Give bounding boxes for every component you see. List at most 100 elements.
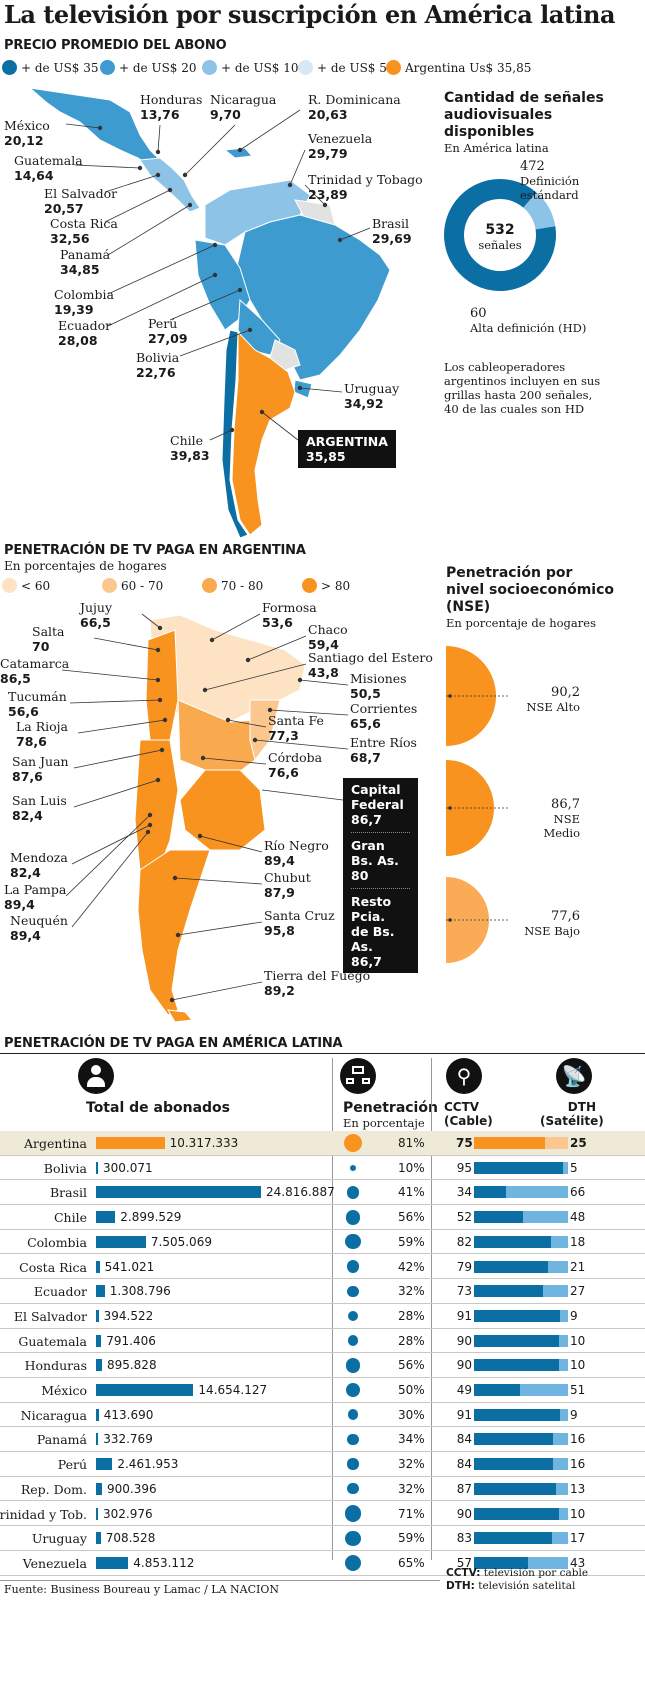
peru-ecuador-shape (194, 239, 251, 331)
pen-circle (347, 1433, 359, 1446)
leader-line (239, 109, 301, 151)
table-row: Panamá 332.769 34% 84 16 (0, 1427, 645, 1453)
dth-bar (559, 1309, 568, 1322)
map1-country-label: Ecuador 28,08 (58, 318, 112, 348)
signals-note: Los cableoperadores argentinos incluyen … (444, 360, 601, 416)
leader-dot (169, 997, 175, 1003)
map1-heading: PRECIO PROMEDIO DEL ABONO (4, 38, 227, 53)
leader-dot (252, 737, 258, 743)
subs-bar (96, 1556, 129, 1569)
leader-line (211, 613, 261, 641)
map2-province-label: Chaco 59,4 (308, 622, 348, 652)
dth-value: 10 (570, 1506, 586, 1521)
map1-country-label: Bolivia 22,76 (136, 350, 180, 380)
table-row: Trinidad y Tob. 302.976 71% 90 10 (0, 1502, 645, 1527)
leader-dot (97, 125, 103, 131)
col-dth-header: DTH (Satélite) (540, 1100, 604, 1128)
leader-dot (167, 187, 173, 193)
map1-country-label: El Salvador 20,57 (44, 186, 118, 216)
country-name: Colombia (27, 1234, 87, 1250)
pen-value: 56% (398, 1358, 425, 1373)
col-pen-sub: En porcentaje (343, 1116, 425, 1130)
map2-province-label: Córdoba 76,6 (268, 750, 323, 780)
legend-item: 60 - 70 (102, 578, 163, 593)
leader-dot (159, 747, 165, 753)
pen-value: 59% (398, 1234, 425, 1249)
pen-circle (349, 1164, 357, 1171)
leader-dot (247, 327, 253, 333)
leader-dot (209, 637, 215, 643)
leader-dot (237, 147, 243, 153)
map2-province-label: Jujuy 66,5 (80, 600, 113, 630)
legend-item: + de US$ 35 (2, 60, 99, 75)
cctv-value: 91 (456, 1407, 472, 1422)
nse-label: 90,2 NSE Alto (526, 685, 580, 715)
country-name: Argentina (24, 1136, 87, 1151)
subs-bar (96, 1334, 102, 1347)
signals-hd-label: 60 Alta definición (HD) (470, 306, 587, 336)
subs-value: 24.816.887 (266, 1185, 335, 1200)
leader-dot (155, 149, 161, 155)
country-name: Panamá (36, 1432, 87, 1448)
cctv-value: 90 (456, 1333, 472, 1348)
nse-dot (448, 918, 452, 922)
chile-shape (221, 329, 249, 539)
cctv-value: 87 (456, 1481, 472, 1496)
map2-province-label: La Pampa 89,4 (4, 882, 67, 912)
cable-icon: ⚲ (446, 1058, 482, 1094)
table-row: Honduras 895.828 56% 90 10 (0, 1353, 645, 1378)
cctv-value: 84 (456, 1432, 472, 1447)
col-total-header: Total de abonados (86, 1100, 230, 1116)
country-name: Costa Rica (19, 1259, 87, 1275)
leader-line (247, 635, 307, 661)
map1-country-label: Costa Rica 32,56 (50, 216, 118, 246)
legend-item: + de US$ 20 (100, 60, 197, 75)
dth-value: 51 (570, 1383, 586, 1397)
signals-sd-label: 472 Definición estándard (520, 159, 580, 203)
pen-value: 34% (398, 1432, 425, 1447)
leader-dot (337, 237, 343, 243)
pen-circle (347, 1458, 359, 1470)
leader-dot (200, 755, 206, 761)
pen-value: 32% (398, 1481, 425, 1496)
table-row: Guatemala 791.406 28% 90 10 (0, 1329, 645, 1354)
leader-dot (157, 697, 163, 703)
dth-bar (520, 1384, 568, 1396)
dth-bar (552, 1433, 568, 1446)
dth-bar (505, 1186, 568, 1199)
leader-line (289, 149, 306, 186)
dth-bar (558, 1334, 568, 1347)
col-pen-header: Penetración (343, 1100, 438, 1116)
subs-bar (96, 1309, 99, 1322)
leader-dot (322, 202, 328, 208)
legend-label: > 80 (321, 578, 351, 593)
dth-bar (563, 1161, 568, 1174)
map2-province-label: Misiones 50,5 (350, 671, 407, 701)
subs-value: 7.505.069 (150, 1234, 212, 1249)
subs-value: 708.528 (105, 1531, 156, 1546)
nse-subtitle: En porcentaje de hogares (446, 616, 596, 630)
leader-dot (245, 657, 251, 663)
subs-value: 4.853.112 (133, 1555, 195, 1570)
footer-rule (0, 1580, 440, 1581)
country-name: Uruguay (31, 1531, 87, 1547)
map2-province-label: Neuquén 89,4 (10, 913, 68, 943)
leader-dot (297, 385, 303, 391)
dth-value: 9 (570, 1308, 578, 1323)
littoral-shape (249, 699, 281, 762)
leader-dot (237, 287, 243, 293)
subs-value: 413.690 (103, 1407, 154, 1422)
leader-line (174, 877, 263, 885)
map2-province-label: Chubut 87,9 (264, 870, 311, 900)
leader-dot (155, 172, 161, 178)
dth-value: 13 (570, 1481, 586, 1496)
subs-value: 300.071 (103, 1160, 153, 1175)
map1-country-label: Trinidad y Tobago 23,89 (308, 172, 423, 202)
cctv-value: 83 (456, 1531, 472, 1546)
leader-line (71, 831, 149, 928)
subs-bar (96, 1532, 101, 1545)
leader-line (261, 411, 299, 441)
table-row: México 14.654.127 50% 49 51 (0, 1378, 645, 1403)
map1-legend: + de US$ 35 + de US$ 20 + de US$ 10 + de US… (2, 60, 642, 76)
leader-dot (182, 172, 188, 178)
